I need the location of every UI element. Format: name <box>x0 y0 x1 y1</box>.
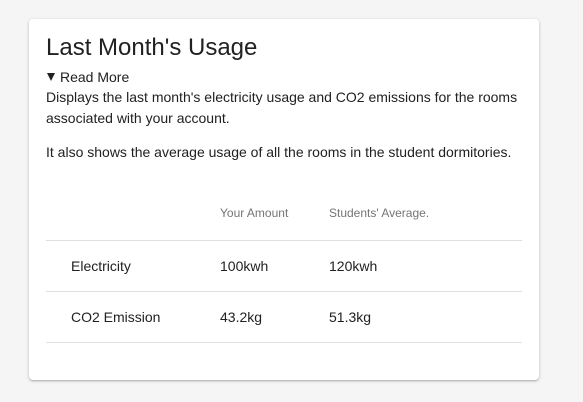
column-header-your-amount: Your Amount <box>220 186 329 241</box>
your-amount-value: 100kwh <box>220 240 329 292</box>
column-header-students-average: Students' Average. <box>329 186 522 241</box>
card-title: Last Month's Usage <box>46 34 258 61</box>
description-paragraph: It also shows the average usage of all t… <box>46 144 512 160</box>
students-average-value: 51.3kg <box>329 291 522 343</box>
table-header-row: Your Amount Students' Average. <box>46 186 522 241</box>
usage-table: Your Amount Students' Average. Electrici… <box>46 186 522 343</box>
description-paragraph: Displays the last month's electricity us… <box>46 89 518 126</box>
table-row: Electricity 100kwh 120kwh <box>46 240 522 292</box>
column-header-metric <box>46 186 220 241</box>
row-label: CO2 Emission <box>46 291 220 343</box>
row-label: Electricity <box>46 240 220 292</box>
read-more-toggle[interactable]: Read More <box>46 68 522 86</box>
usage-card: Last Month's Usage Read More Displays th… <box>29 19 539 380</box>
caret-down-icon <box>47 73 55 81</box>
your-amount-value: 43.2kg <box>220 291 329 343</box>
table-row: CO2 Emission 43.2kg 51.3kg <box>46 291 522 343</box>
students-average-value: 120kwh <box>329 240 522 292</box>
read-more-label: Read More <box>60 69 130 85</box>
